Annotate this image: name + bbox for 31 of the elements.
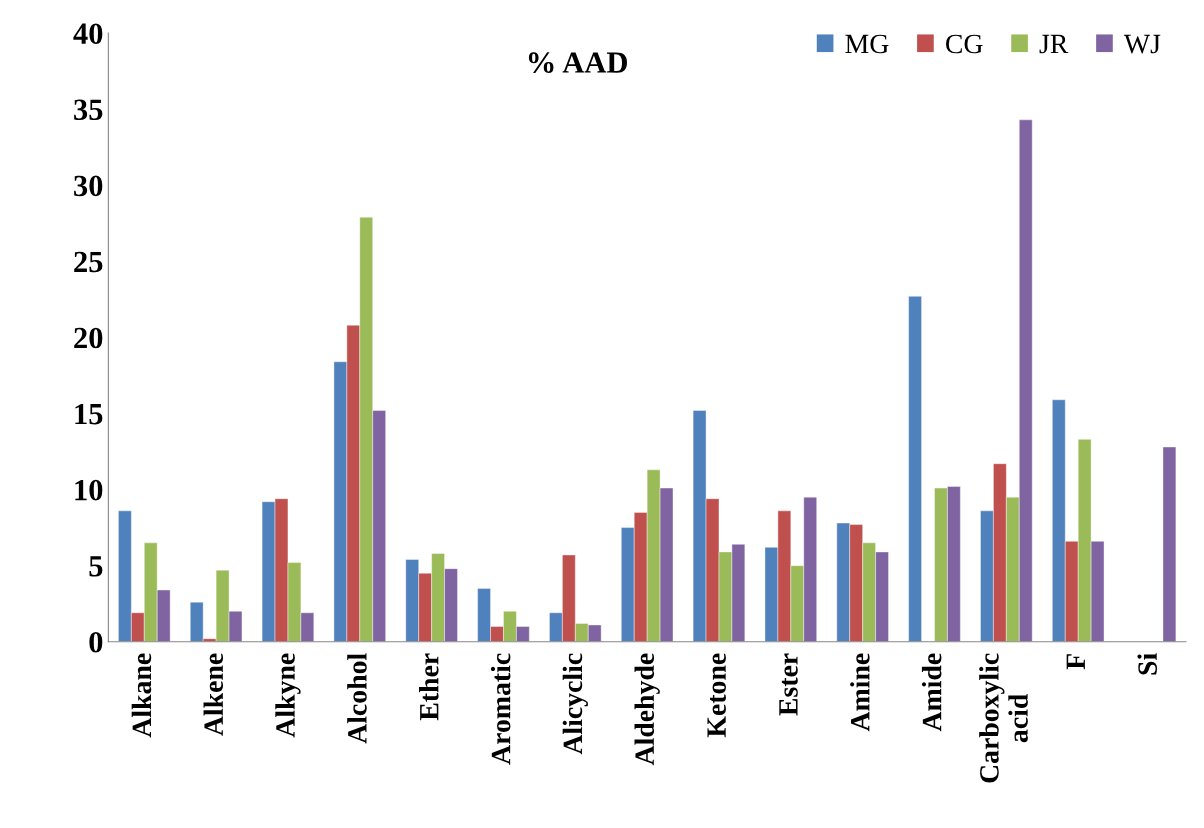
y-tick-label: 0 [89,631,103,653]
x-tick-label: F [1066,654,1085,670]
legend-label: CG [946,34,983,54]
x-tick-label: Ketone [707,653,726,738]
y-tick-label: 10 [75,479,103,501]
y-tick-label: 30 [74,175,103,197]
x-tick-label: Amine [850,653,870,732]
y-tick-label: 15 [75,403,103,425]
x-tick-label: Si [1137,653,1157,675]
x-tick-label: Alcohol [347,653,367,744]
x-tick-label: Amide [921,653,942,732]
x-tick-label: Ester [779,653,798,716]
legend-label: JR [1039,34,1069,54]
x-tick-label: Alkane [131,653,152,738]
y-tick-label: 40 [73,23,103,45]
y-tick-label: 20 [74,327,103,349]
bar [1162,446,1177,642]
x-tick-label: Alkyne [275,653,301,738]
legend-label: MG [845,34,889,54]
x-tick-label: Alicyclic [562,653,588,755]
y-tick-label: 35 [74,99,103,121]
x-tick-label: Ether [419,653,439,721]
bar [908,296,922,642]
x-tick-label: Aromatic [490,653,511,765]
x-tick-label: Carboxylic acid [979,653,1028,783]
chart-title: % AAD [528,52,627,73]
x-tick-label: Alkene [203,653,224,736]
y-tick-label: 25 [74,251,103,273]
x-tick-label: Aldehyde [634,653,660,766]
y-tick-label: 5 [89,556,103,577]
legend-label: WJ [1123,34,1161,54]
